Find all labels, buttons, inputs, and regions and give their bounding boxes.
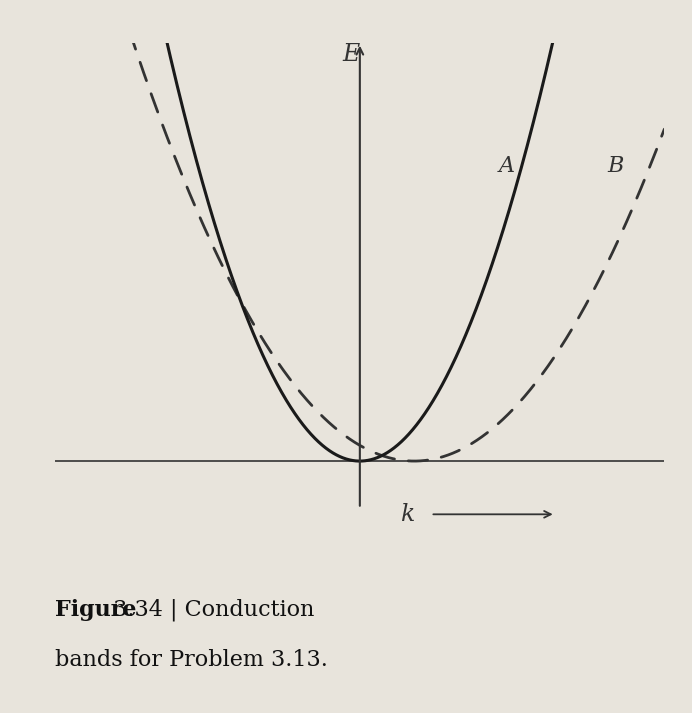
Text: E: E — [343, 43, 360, 66]
Text: k: k — [400, 503, 415, 525]
Text: 3.34 | Conduction: 3.34 | Conduction — [106, 599, 314, 622]
Text: A: A — [498, 155, 515, 178]
Text: Figure: Figure — [55, 599, 137, 621]
Text: B: B — [607, 155, 623, 178]
Text: bands for Problem 3.13.: bands for Problem 3.13. — [55, 649, 328, 671]
